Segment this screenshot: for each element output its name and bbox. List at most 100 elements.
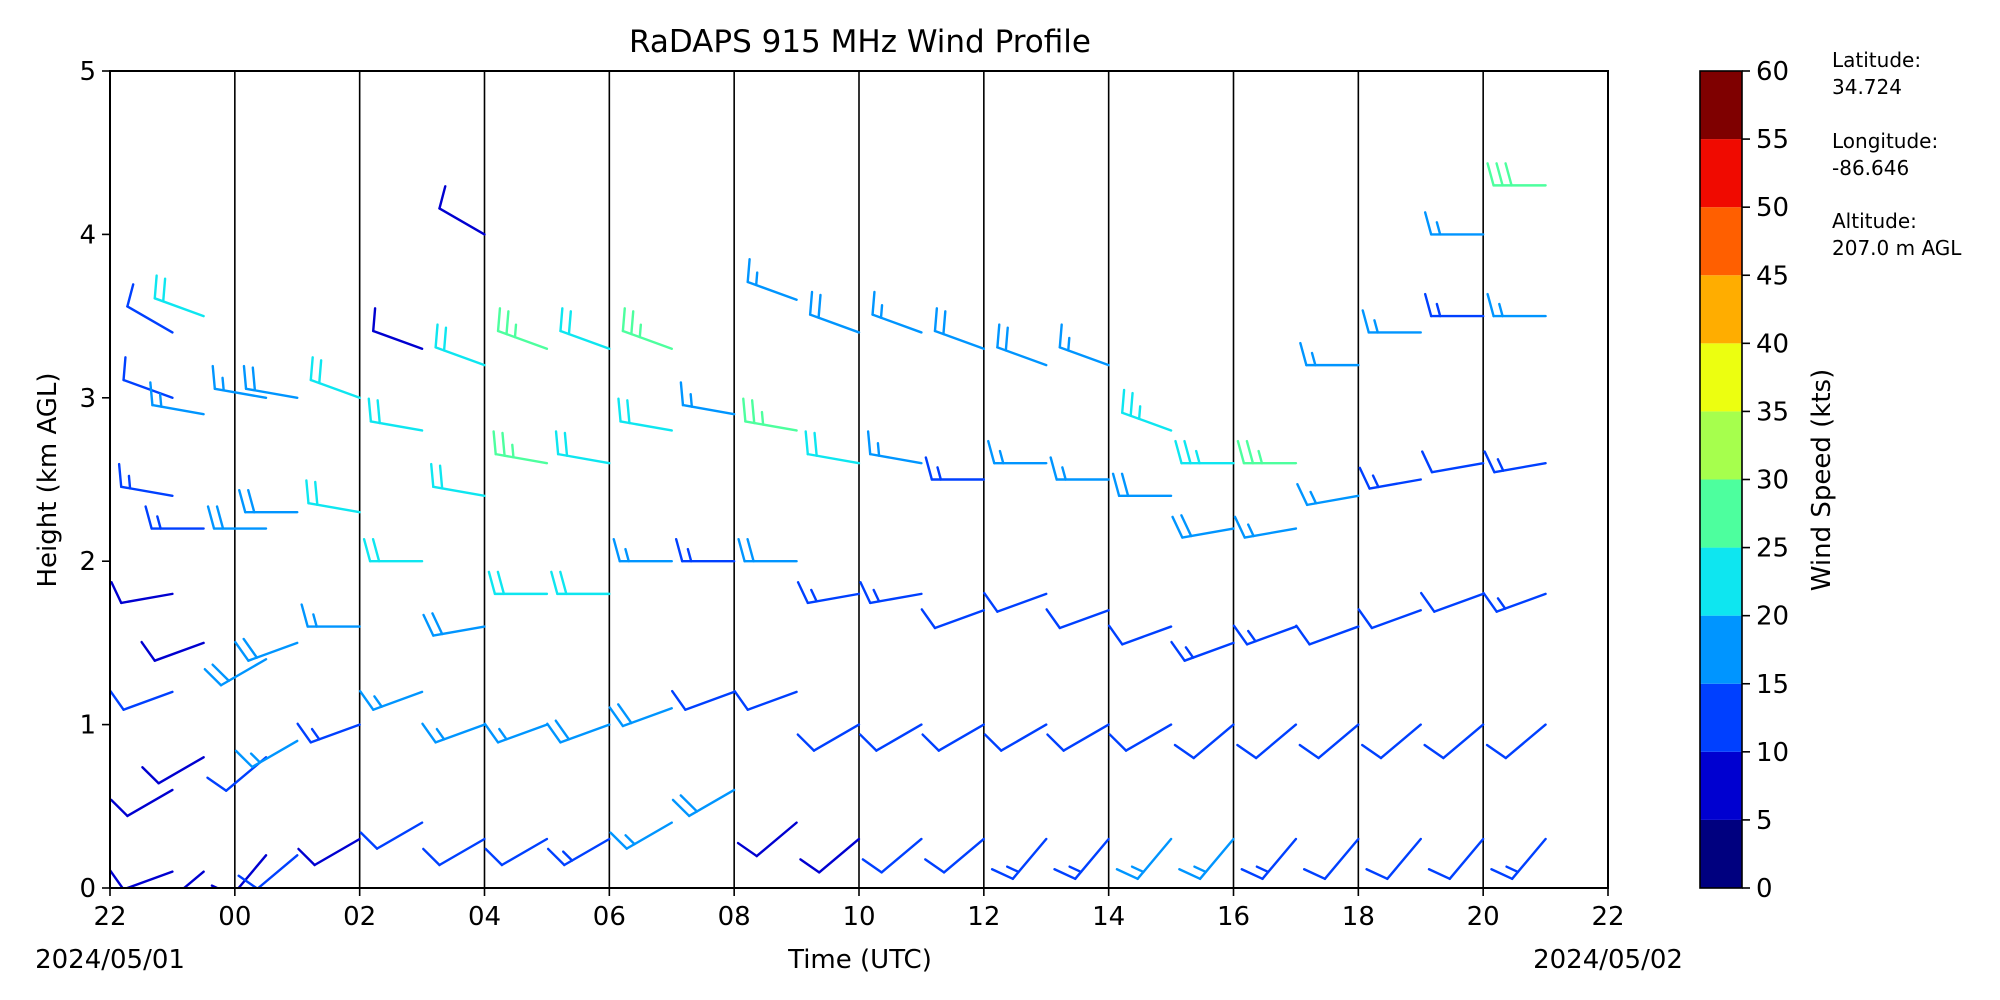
wind-barb <box>866 430 923 465</box>
wind-barb <box>1421 450 1485 474</box>
wind-barb <box>621 307 673 350</box>
wind-barb <box>1486 292 1547 318</box>
wind-barb <box>554 430 611 465</box>
y-tick-label: 3 <box>79 384 96 414</box>
wind-barb <box>871 290 923 334</box>
wind-barb <box>1045 608 1110 630</box>
colorbar-tick-label: 20 <box>1756 602 1789 632</box>
wind-barb <box>438 185 486 236</box>
longitude-value: -86.646 <box>1832 156 1909 180</box>
wind-barb <box>1108 723 1173 752</box>
wind-barb <box>1490 837 1547 881</box>
wind-barb <box>924 456 986 481</box>
colorbar-tick-label: 0 <box>1756 874 1773 904</box>
wind-barb <box>434 323 486 367</box>
wind-barb <box>674 538 736 563</box>
altitude-label: Altitude: <box>1832 209 1917 233</box>
wind-barb <box>1107 624 1173 646</box>
wind-barb <box>796 723 861 752</box>
colorbar-segment <box>1700 819 1742 888</box>
x-tick-label: 04 <box>468 902 501 932</box>
wind-barb <box>1482 591 1547 613</box>
wind-barb <box>300 603 361 628</box>
wind-barb <box>110 788 174 818</box>
wind-barb <box>609 821 673 850</box>
wind-barb <box>182 870 205 888</box>
wind-barb <box>421 722 486 744</box>
x-tick-label: 14 <box>1092 902 1125 932</box>
x-tick-label: 22 <box>1591 902 1624 932</box>
chart-title: RaDAPS 915 MHz Wind Profile <box>629 24 1091 60</box>
wind-barb <box>796 581 861 605</box>
wind-barb <box>1298 723 1360 760</box>
wind-barb <box>153 274 205 318</box>
wind-barb <box>1232 624 1298 646</box>
wind-barb <box>1483 450 1547 474</box>
wind-barb <box>484 837 549 867</box>
colorbar-segment <box>1700 547 1742 616</box>
wind-barb <box>920 608 986 630</box>
wind-barb <box>733 689 798 711</box>
x-axis-label: Time (UTC) <box>787 945 932 975</box>
wind-barb <box>742 397 798 432</box>
wind-barb <box>110 689 174 711</box>
wind-barb <box>1053 837 1110 881</box>
wind-barb <box>206 756 268 792</box>
y-tick-label: 4 <box>79 220 96 250</box>
wind-barb <box>144 505 205 530</box>
x-tick-label: 08 <box>718 902 751 932</box>
wind-barb <box>808 290 861 334</box>
wind-barb <box>921 723 986 752</box>
wind-barb <box>1361 309 1422 334</box>
wind-barb <box>496 307 549 350</box>
wind-barb <box>679 381 736 416</box>
wind-barb <box>1049 456 1110 481</box>
wind-barb <box>1236 439 1298 465</box>
wind-barb <box>559 307 611 350</box>
wind-barb <box>546 837 611 867</box>
wind-barb <box>924 837 986 874</box>
colorbar-tick-label: 15 <box>1756 670 1789 700</box>
end-date-label: 2024/05/02 <box>1533 945 1683 975</box>
wind-barb <box>367 397 424 432</box>
x-tick-label: 12 <box>967 902 1000 932</box>
wind-barb <box>671 788 736 818</box>
wind-barb <box>1485 723 1547 760</box>
hour-gridlines <box>234 71 1484 888</box>
wind-barb <box>422 837 486 867</box>
x-tick-label: 16 <box>1217 902 1250 932</box>
colorbar-tick-label: 50 <box>1756 193 1789 223</box>
wind-barb <box>1423 292 1485 318</box>
x-tick-label: 22 <box>93 902 126 932</box>
wind-barbs <box>110 162 1547 888</box>
wind-barb <box>422 612 486 637</box>
wind-barb <box>983 723 1048 752</box>
wind-barb <box>1233 515 1298 539</box>
wind-barb <box>1360 723 1422 760</box>
colorbar-tick-label: 60 <box>1756 57 1789 87</box>
wind-barb <box>296 722 361 744</box>
wind-barb <box>987 439 1048 465</box>
wind-barb <box>1423 723 1485 760</box>
wind-barb <box>1423 211 1485 236</box>
wind-barb <box>1486 162 1547 187</box>
wind-barb <box>1121 388 1173 432</box>
colorbar-segment <box>1700 71 1742 140</box>
wind-barb <box>799 837 861 874</box>
colorbar-tick-label: 5 <box>1756 806 1773 836</box>
wind-barb <box>550 570 611 596</box>
x-tick-label: 02 <box>343 902 376 932</box>
wind-barb <box>933 307 986 350</box>
wind-barb <box>1046 723 1110 752</box>
colorbar-segment <box>1700 343 1742 412</box>
colorbar-segment <box>1700 275 1742 344</box>
y-tick-label: 1 <box>79 711 96 741</box>
colorbar-tick-label: 30 <box>1756 466 1789 496</box>
wind-barb <box>1174 439 1235 465</box>
wind-barb <box>122 356 174 399</box>
x-tick-label: 00 <box>218 902 251 932</box>
colorbar-segment <box>1700 479 1742 548</box>
wind-barb <box>203 658 268 687</box>
wind-barb <box>1419 591 1485 613</box>
